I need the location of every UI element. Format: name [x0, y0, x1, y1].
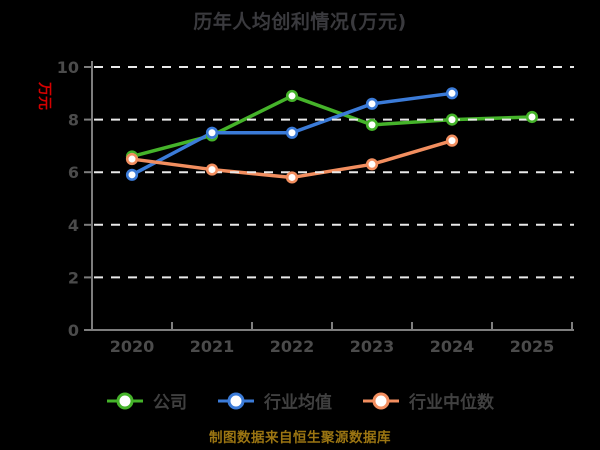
legend-label: 行业中位数: [409, 393, 494, 413]
y-tick-label: 8: [68, 111, 79, 130]
chart-legend: 公司 行业均值 行业中位数: [0, 388, 600, 413]
industry-median-line-marker-icon: [363, 392, 399, 409]
series-markers-company: [125, 89, 539, 163]
data-point-marker: [365, 158, 379, 171]
chart-title: 历年人均创利情况(万元): [193, 11, 407, 33]
data-source-caption: 制图数据来自恒生聚源数据库: [209, 430, 391, 446]
data-point-marker: [125, 168, 139, 181]
data-point-marker: [125, 152, 139, 166]
data-point-marker: [445, 113, 459, 126]
data-point-marker: [445, 134, 459, 147]
legend-item-company[interactable]: 公司: [106, 388, 187, 413]
gridlines: [94, 66, 574, 279]
y-tick-label: 10: [57, 58, 79, 77]
x-tick-label: 2022: [270, 337, 315, 356]
y-tick-label: 0: [68, 321, 79, 340]
data-point-marker: [285, 89, 299, 103]
series-line-company: [130, 94, 534, 159]
data-point-marker: [285, 171, 299, 184]
x-tick-labels: 2020 2021 2022 2023 2024 2025: [110, 337, 555, 356]
legend-label: 公司: [153, 393, 187, 413]
x-tick-label: 2023: [350, 337, 395, 356]
legend-item-industry-average[interactable]: 行业均值: [217, 388, 332, 413]
y-tick-label: 6: [68, 163, 79, 182]
data-point-marker: [525, 110, 539, 124]
x-tick-label: 2021: [190, 337, 235, 356]
series-markers-industry-average: [125, 87, 459, 181]
company-line-marker-icon: [107, 392, 143, 409]
axes: [84, 61, 574, 331]
data-point-marker: [205, 163, 219, 176]
y-tick-labels: 0 2 4 6 8 10: [57, 58, 79, 340]
data-point-marker: [445, 87, 459, 100]
series-markers-industry-median: [125, 134, 459, 184]
industry-average-line-marker-icon: [218, 392, 254, 409]
x-tick-label: 2024: [430, 337, 475, 356]
data-point-marker: [365, 97, 379, 110]
legend-label: 行业均值: [264, 393, 332, 413]
legend-item-industry-median[interactable]: 行业中位数: [362, 388, 494, 413]
y-tick-label: 2: [68, 268, 79, 287]
data-point-marker: [205, 126, 219, 139]
x-tick-label: 2020: [110, 337, 155, 356]
x-tick-label: 2025: [510, 337, 555, 356]
y-tick-label: 4: [68, 216, 79, 235]
data-point-marker: [285, 126, 299, 139]
data-point-marker: [365, 118, 379, 131]
